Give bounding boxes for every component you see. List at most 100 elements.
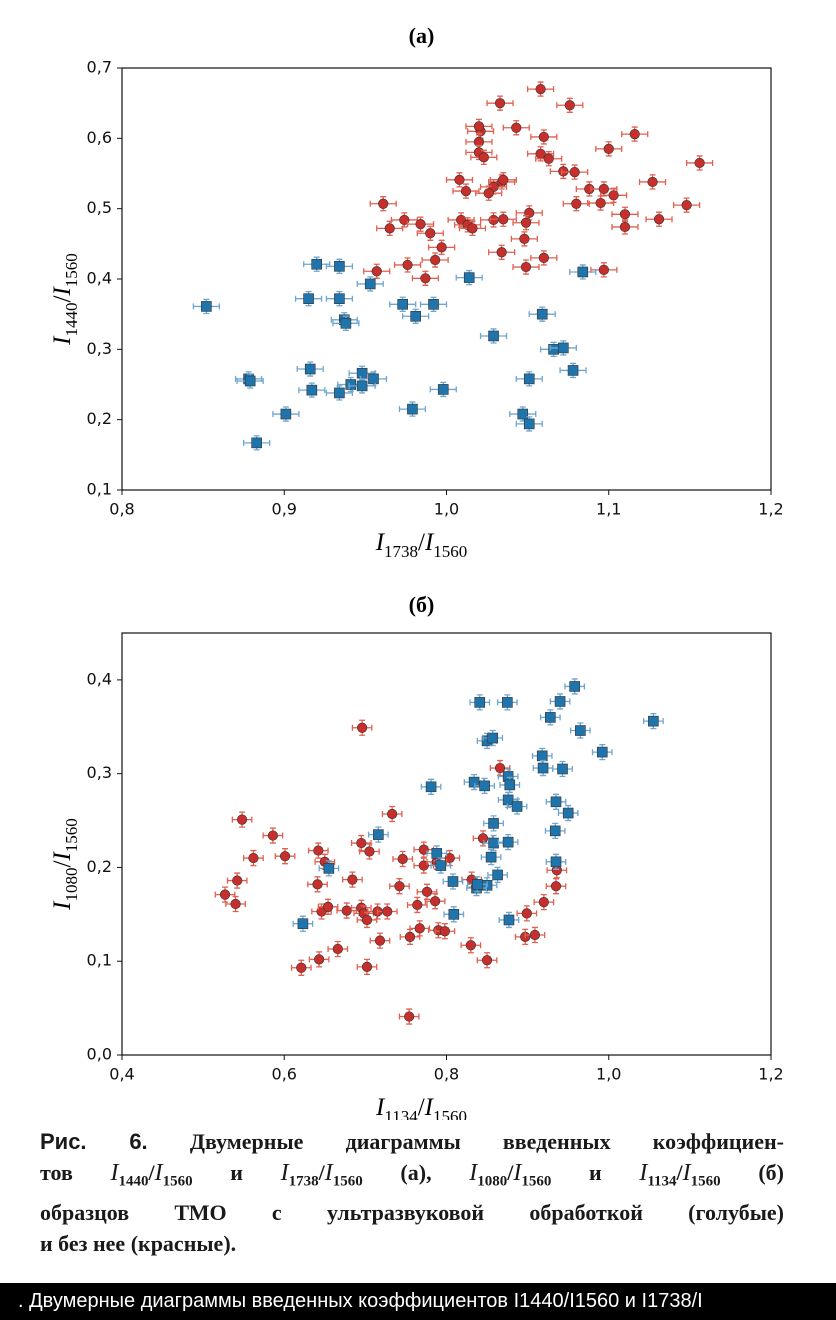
point	[236, 814, 248, 825]
point	[648, 715, 659, 727]
point	[603, 143, 614, 154]
caption-line: тов I1440/I1560 и I1738/I1560 (а), I1080…	[40, 1157, 784, 1197]
caption-text: и	[551, 1160, 640, 1185]
point	[454, 174, 465, 185]
point	[481, 955, 493, 966]
plot-frame	[121, 67, 772, 491]
point	[478, 152, 489, 163]
point	[575, 725, 586, 736]
label-part: I	[49, 286, 76, 297]
point	[498, 174, 509, 185]
label-part: /	[49, 295, 76, 302]
label-part: 1738	[384, 542, 418, 561]
caption-text: I	[682, 1160, 691, 1186]
label-part: 1134	[384, 1107, 418, 1120]
point	[502, 836, 514, 848]
point	[368, 373, 379, 385]
point	[598, 183, 609, 195]
y-tick-label: 0,1	[87, 951, 112, 970]
point	[629, 129, 640, 140]
x-axis-label: I1738/I1560	[375, 529, 468, 562]
x-tick-label: 1,0	[434, 500, 459, 519]
point	[397, 299, 408, 310]
point	[535, 83, 546, 95]
point	[430, 896, 441, 907]
point	[219, 889, 231, 900]
point	[251, 437, 262, 449]
y-tick-label: 0,3	[87, 339, 112, 358]
point	[374, 935, 386, 946]
point	[334, 261, 345, 272]
point	[558, 166, 569, 177]
x-tick-label: 1,2	[758, 500, 783, 519]
point	[494, 98, 506, 109]
x-tick-label: 0,8	[109, 500, 134, 519]
label-part: I	[49, 335, 76, 346]
point	[550, 796, 562, 808]
point	[230, 898, 241, 910]
point	[596, 746, 608, 758]
point	[558, 342, 569, 354]
point	[468, 776, 480, 788]
point	[334, 293, 345, 304]
point	[322, 901, 334, 912]
y-tick-label: 0,6	[87, 128, 112, 147]
label-part: 1440	[62, 302, 81, 336]
point	[314, 954, 325, 965]
point	[371, 266, 382, 277]
point	[460, 185, 472, 197]
footer-bar: . Двумерные диаграммы введенных коэффици…	[0, 1283, 836, 1320]
point	[373, 829, 384, 840]
point	[465, 940, 476, 951]
caption-text: образцов ТМО с ультразвуковой обработкой…	[40, 1200, 784, 1226]
point	[694, 157, 705, 169]
point	[313, 845, 324, 856]
caption-text: Двумерные диаграммы введенных коэффициен…	[147, 1129, 784, 1154]
point	[511, 801, 523, 812]
point	[356, 367, 368, 379]
point	[536, 308, 548, 320]
point	[598, 264, 609, 275]
point	[402, 259, 413, 271]
point	[306, 384, 318, 396]
label-part: I	[375, 529, 386, 556]
point	[619, 221, 631, 233]
point	[520, 261, 532, 273]
caption-subscript: 1738	[288, 1173, 319, 1190]
label-part: 1560	[433, 1107, 467, 1120]
point	[562, 807, 574, 819]
point	[619, 209, 631, 220]
point	[538, 252, 549, 263]
point	[569, 166, 580, 178]
caption-text: I	[110, 1160, 119, 1186]
point	[477, 833, 489, 844]
point	[608, 190, 619, 201]
chart-title: (б)	[409, 592, 435, 617]
point	[430, 254, 441, 266]
point	[577, 266, 589, 278]
x-tick-label: 1,1	[596, 500, 621, 519]
point	[248, 852, 259, 864]
point	[529, 929, 541, 941]
point	[487, 732, 499, 744]
point	[496, 247, 507, 258]
point	[474, 697, 486, 708]
point	[437, 384, 449, 395]
point	[280, 408, 292, 420]
point	[550, 881, 562, 892]
y-tick-label: 0,0	[87, 1045, 112, 1064]
point	[569, 681, 580, 692]
plot-frame	[121, 632, 772, 1056]
label-part: /	[418, 529, 425, 556]
x-axis-label: I1134/I1560	[375, 1094, 467, 1120]
y-tick-label: 0,4	[87, 669, 112, 688]
point	[595, 197, 606, 209]
caption-text: I	[280, 1160, 289, 1186]
point	[378, 198, 389, 209]
label-part: 1560	[62, 818, 81, 852]
point	[436, 242, 447, 253]
point	[444, 852, 455, 864]
point	[341, 905, 352, 916]
point	[425, 781, 437, 793]
caption-subscript: 1560	[162, 1173, 193, 1190]
